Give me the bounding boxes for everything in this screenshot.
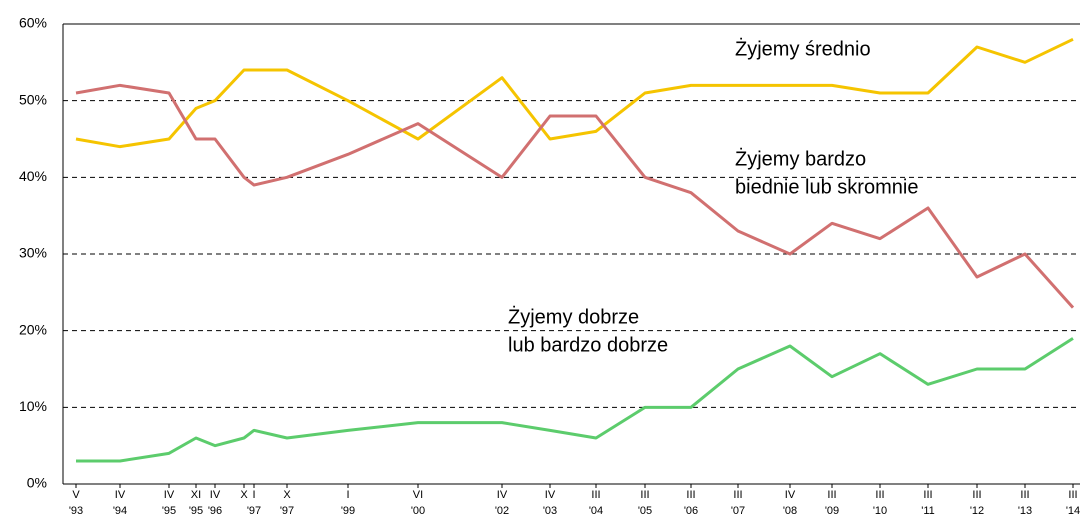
x-tick-label: '05 bbox=[638, 505, 652, 517]
x-tick-label: III bbox=[875, 489, 884, 501]
x-tick-label: '08 bbox=[783, 505, 797, 517]
x-tick-label: '10 bbox=[873, 505, 887, 517]
x-tick-label: IV bbox=[545, 489, 556, 501]
x-tick-label: IV bbox=[497, 489, 508, 501]
y-tick-label: 0% bbox=[27, 475, 47, 491]
x-tick-label: '00 bbox=[411, 505, 425, 517]
x-tick-label: III bbox=[1068, 489, 1077, 501]
x-tick-label: X bbox=[240, 489, 248, 501]
annotation: Żyjemy dobrze bbox=[508, 305, 639, 328]
annotation: Żyjemy bardzo bbox=[735, 147, 866, 170]
x-tick-label: III bbox=[591, 489, 600, 501]
x-tick-label: '94 bbox=[113, 505, 127, 517]
x-tick-label: '12 bbox=[970, 505, 984, 517]
y-tick-label: 30% bbox=[19, 245, 47, 261]
x-tick-label: III bbox=[640, 489, 649, 501]
x-tick-label: IV bbox=[210, 489, 221, 501]
x-tick-label: '03 bbox=[543, 505, 557, 517]
x-tick-label: '99 bbox=[341, 505, 355, 517]
y-tick-label: 40% bbox=[19, 168, 47, 184]
x-tick-label: '96 bbox=[208, 505, 222, 517]
x-tick-label: III bbox=[972, 489, 981, 501]
x-tick-label: '97 bbox=[247, 505, 261, 517]
series-line bbox=[75, 83, 1075, 309]
x-tick-label: '07 bbox=[731, 505, 745, 517]
x-tick-label: '11 bbox=[921, 505, 935, 517]
x-tick-label: V bbox=[72, 489, 80, 501]
x-tick-label: III bbox=[686, 489, 695, 501]
x-tick-label: III bbox=[923, 489, 932, 501]
x-tick-label: I bbox=[252, 489, 255, 501]
x-tick-label: III bbox=[733, 489, 742, 501]
annotation: lub bardzo dobrze bbox=[508, 334, 668, 356]
x-tick-label: IV bbox=[164, 489, 175, 501]
x-tick-label: I bbox=[346, 489, 349, 501]
y-tick-label: 20% bbox=[19, 321, 47, 337]
x-tick-label: XI bbox=[191, 489, 201, 501]
x-tick-label: VI bbox=[413, 489, 423, 501]
x-tick-label: '14 bbox=[1066, 505, 1080, 517]
x-tick-label: IV bbox=[115, 489, 126, 501]
y-tick-label: 60% bbox=[19, 15, 47, 31]
x-tick-label: '04 bbox=[589, 505, 603, 517]
series-line bbox=[76, 337, 1074, 463]
x-tick-label: '95 bbox=[189, 505, 203, 517]
x-tick-label: III bbox=[1020, 489, 1029, 501]
x-tick-label: III bbox=[827, 489, 836, 501]
y-tick-label: 10% bbox=[19, 398, 47, 414]
x-tick-label: IV bbox=[785, 489, 796, 501]
y-tick-label: 50% bbox=[19, 91, 47, 107]
annotation: biednie lub skromnie bbox=[735, 176, 918, 198]
x-tick-label: '93 bbox=[69, 505, 83, 517]
x-tick-label: '06 bbox=[684, 505, 698, 517]
x-tick-label: '02 bbox=[495, 505, 509, 517]
x-tick-label: '95 bbox=[162, 505, 176, 517]
series-line bbox=[75, 37, 1074, 149]
annotation: Żyjemy średnio bbox=[735, 37, 871, 60]
x-tick-label: X bbox=[283, 489, 291, 501]
x-tick-label: '97 bbox=[280, 505, 294, 517]
x-tick-label: '13 bbox=[1018, 505, 1032, 517]
x-tick-label: '09 bbox=[825, 505, 839, 517]
